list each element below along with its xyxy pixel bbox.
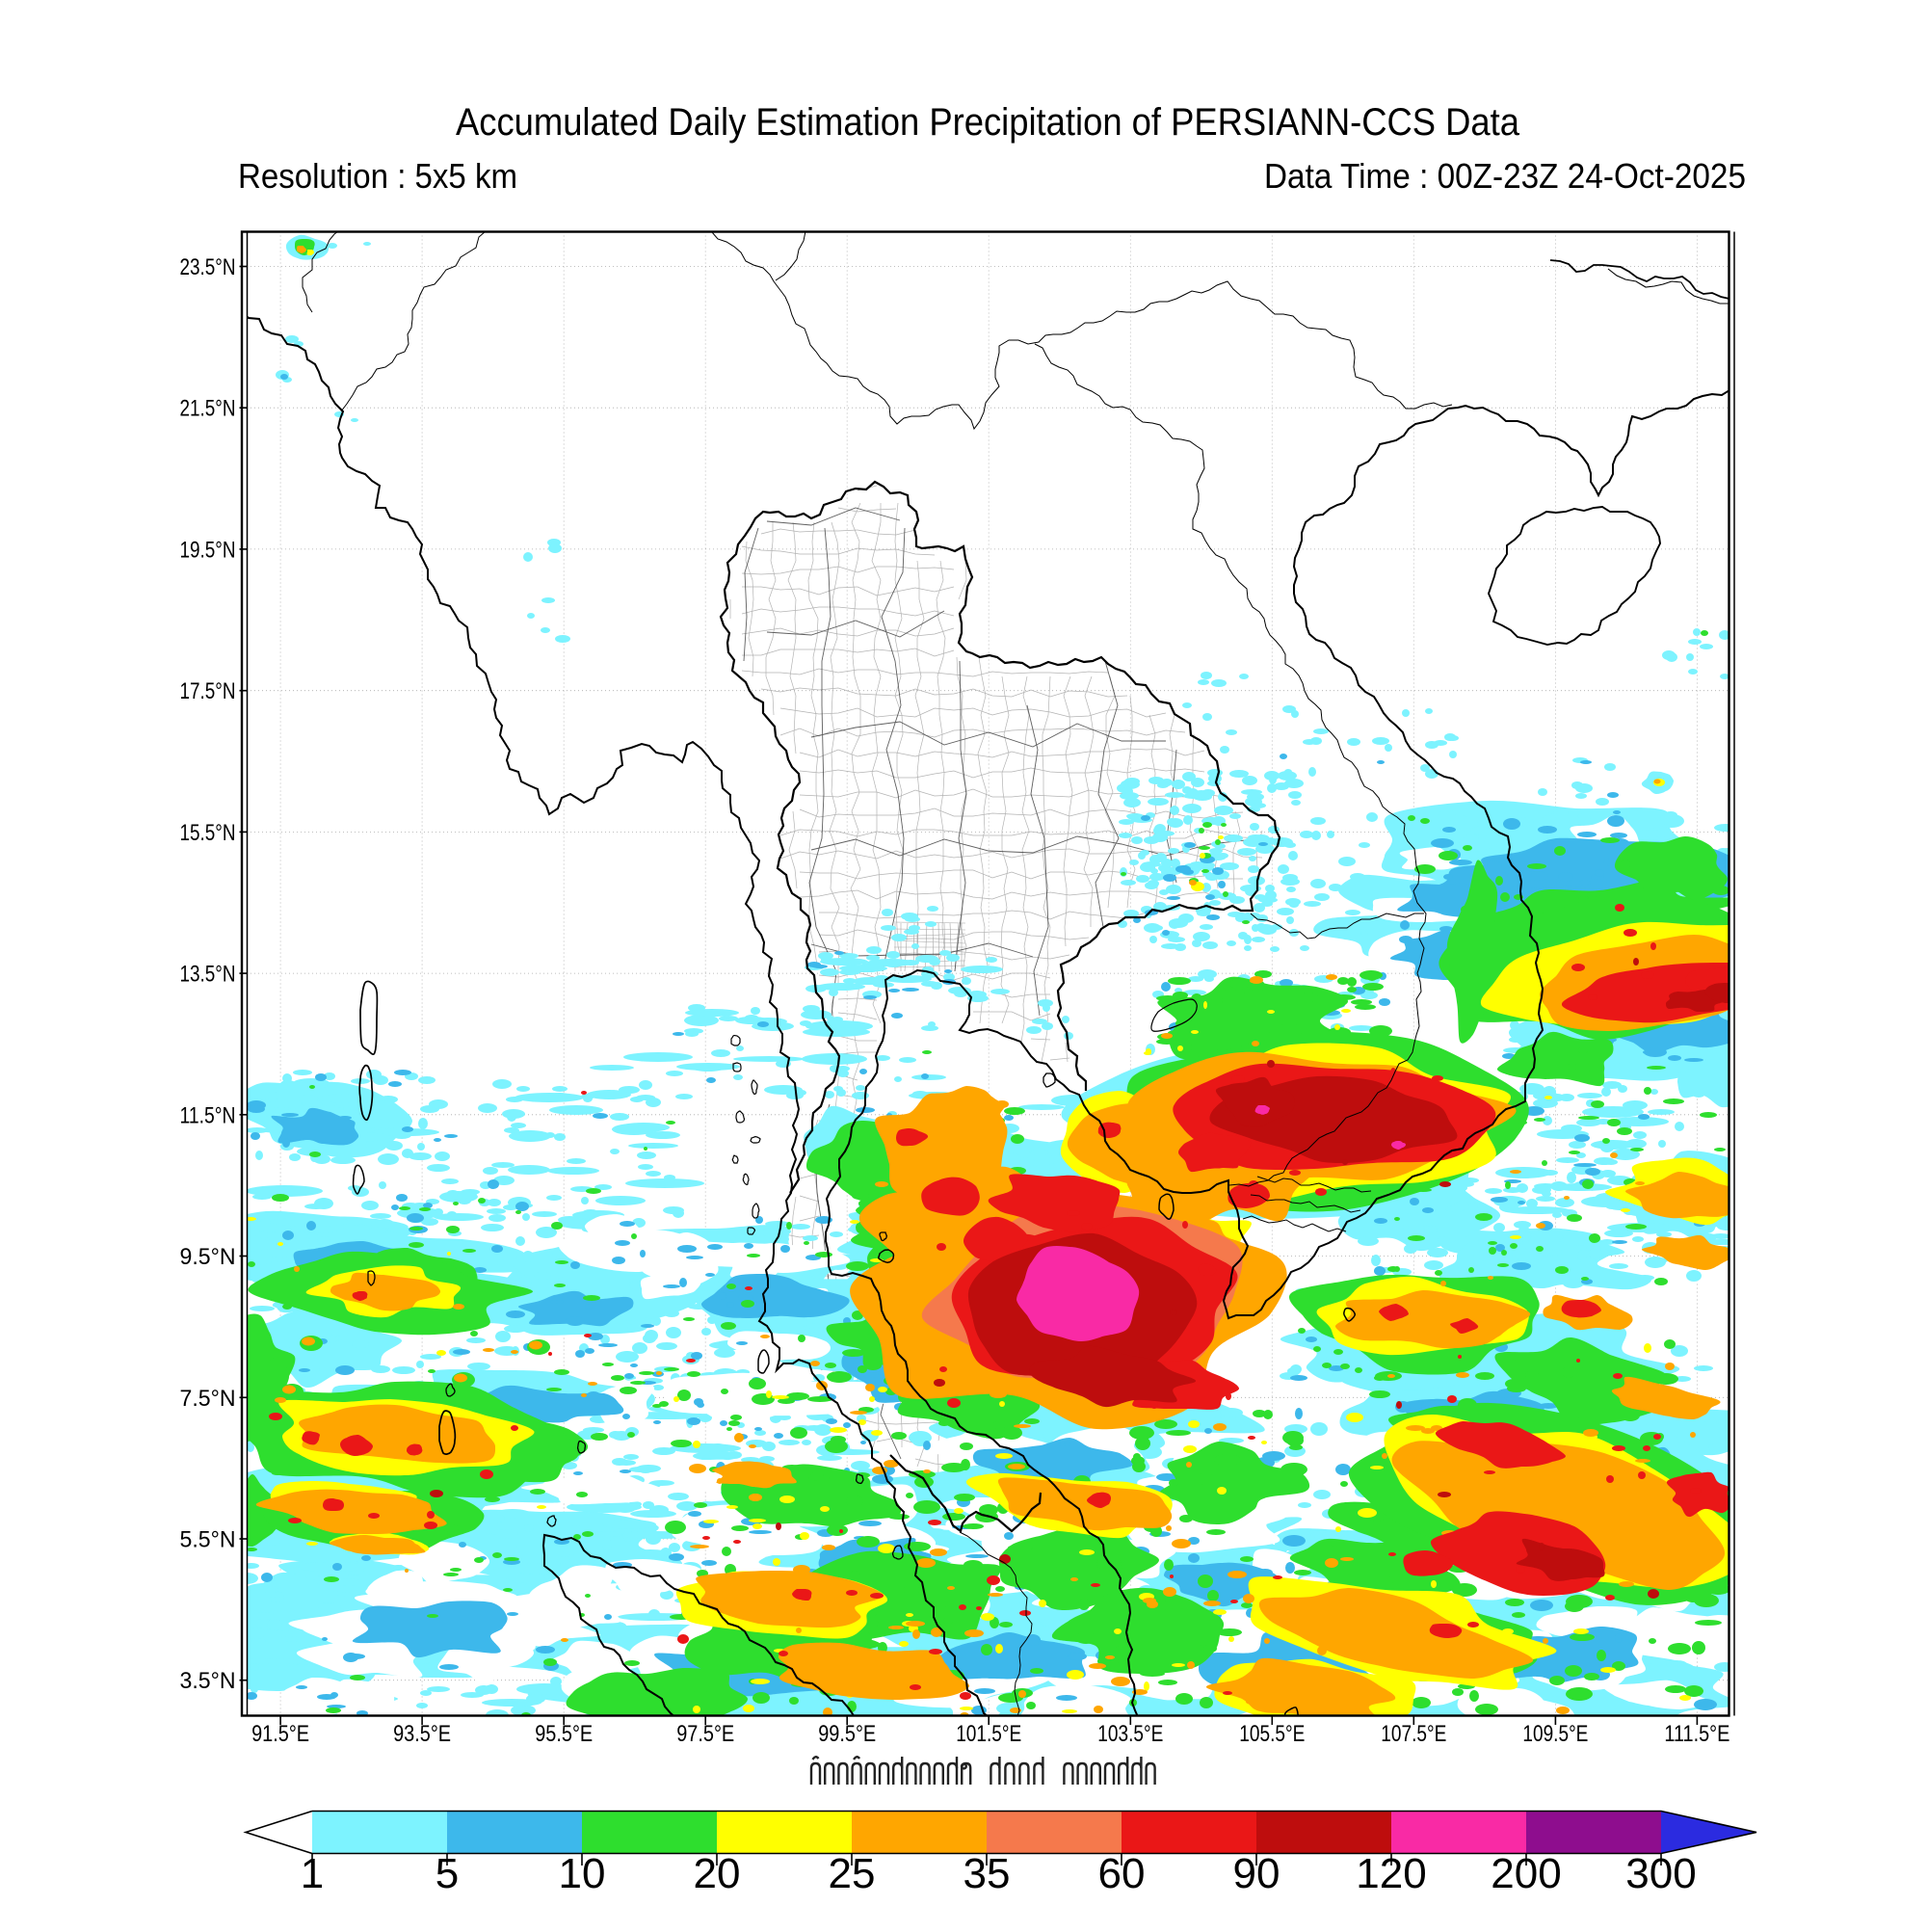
svg-text:109.5°E: 109.5°E — [1522, 1721, 1588, 1747]
svg-text:20: 20 — [694, 1850, 741, 1897]
svg-text:300: 300 — [1625, 1850, 1696, 1897]
svg-text:97.5°E: 97.5°E — [676, 1721, 734, 1747]
svg-text:91.5°E: 91.5°E — [251, 1721, 309, 1747]
svg-text:10: 10 — [559, 1850, 606, 1897]
svg-text:17.5°N: 17.5°N — [180, 678, 236, 704]
svg-text:120: 120 — [1356, 1850, 1426, 1897]
svg-text:Resolution : 5x5 km: Resolution : 5x5 km — [238, 156, 517, 196]
svg-text:103.5°E: 103.5°E — [1097, 1721, 1163, 1747]
svg-text:1: 1 — [301, 1850, 324, 1897]
svg-text:Data Time : 00Z-23Z 24-Oct-202: Data Time : 00Z-23Z 24-Oct-2025 — [1264, 156, 1746, 196]
svg-text:35: 35 — [964, 1850, 1011, 1897]
svg-text:105.5°E: 105.5°E — [1239, 1721, 1305, 1747]
svg-text:5.5°N: 5.5°N — [180, 1527, 236, 1553]
svg-text:11.5°N: 11.5°N — [180, 1102, 236, 1128]
svg-text:200: 200 — [1491, 1850, 1561, 1897]
svg-text:21.5°N: 21.5°N — [180, 396, 236, 422]
svg-text:7.5°N: 7.5°N — [180, 1386, 236, 1412]
svg-text:13.5°N: 13.5°N — [180, 962, 236, 988]
svg-text:5: 5 — [436, 1850, 459, 1897]
svg-text:90: 90 — [1233, 1850, 1280, 1897]
svg-text:99.5°E: 99.5°E — [818, 1721, 876, 1747]
svg-text:15.5°N: 15.5°N — [180, 820, 236, 846]
svg-text:95.5°E: 95.5°E — [535, 1721, 593, 1747]
svg-text:107.5°E: 107.5°E — [1381, 1721, 1446, 1747]
svg-text:19.5°N: 19.5°N — [180, 537, 236, 563]
svg-text:93.5°E: 93.5°E — [393, 1721, 451, 1747]
svg-text:111.5°E: 111.5°E — [1664, 1721, 1729, 1747]
svg-text:Accumulated Daily Estimation P: Accumulated Daily Estimation Precipitati… — [456, 101, 1520, 144]
svg-text:23.5°N: 23.5°N — [180, 254, 236, 280]
svg-text:3.5°N: 3.5°N — [180, 1668, 236, 1694]
svg-text:9.5°N: 9.5°N — [180, 1244, 236, 1270]
svg-text:25: 25 — [829, 1850, 876, 1897]
svg-text:101.5°E: 101.5°E — [956, 1721, 1021, 1747]
svg-text:60: 60 — [1098, 1850, 1146, 1897]
